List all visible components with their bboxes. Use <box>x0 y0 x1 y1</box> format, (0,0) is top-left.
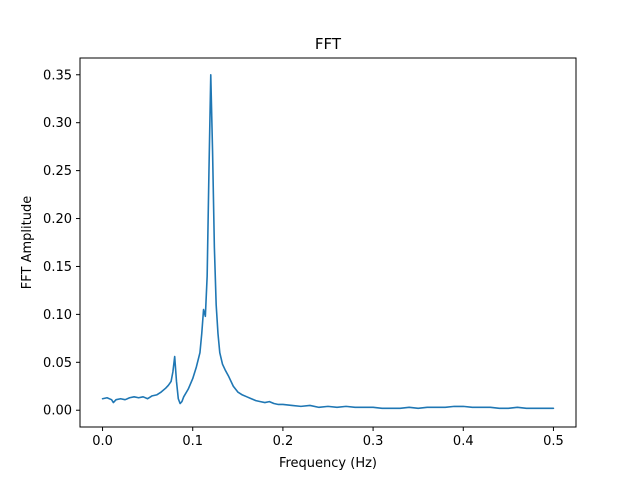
y-tick-label: 0.10 <box>43 308 72 323</box>
y-axis-label: FFT Amplitude <box>20 196 35 289</box>
x-tick-label: 0.1 <box>182 434 203 449</box>
y-tick-label: 0.30 <box>43 116 72 131</box>
x-axis-label: Frequency (Hz) <box>279 456 377 471</box>
x-tick-label: 0.0 <box>92 434 113 449</box>
x-tick-label: 0.5 <box>543 434 564 449</box>
y-tick-label: 0.00 <box>43 404 72 419</box>
chart-title: FFT <box>315 35 342 53</box>
axes-frame <box>79 57 577 428</box>
y-axis-ticks: 0.00 0.05 0.10 0.15 0.20 0.25 0.30 0.35 <box>43 68 80 419</box>
plot-area <box>101 73 555 410</box>
x-tick-label: 0.2 <box>273 434 294 449</box>
x-tick-label: 0.3 <box>363 434 384 449</box>
fft-series-line-0 <box>101 73 555 410</box>
y-tick-label: 0.05 <box>43 356 72 371</box>
y-tick-label: 0.15 <box>43 260 72 275</box>
y-tick-label: 0.35 <box>43 68 72 83</box>
y-tick-label: 0.20 <box>43 212 72 227</box>
y-tick-label: 0.25 <box>43 164 72 179</box>
x-tick-label: 0.4 <box>453 434 474 449</box>
x-axis-ticks: 0.0 0.1 0.2 0.3 0.4 0.5 <box>92 427 564 449</box>
